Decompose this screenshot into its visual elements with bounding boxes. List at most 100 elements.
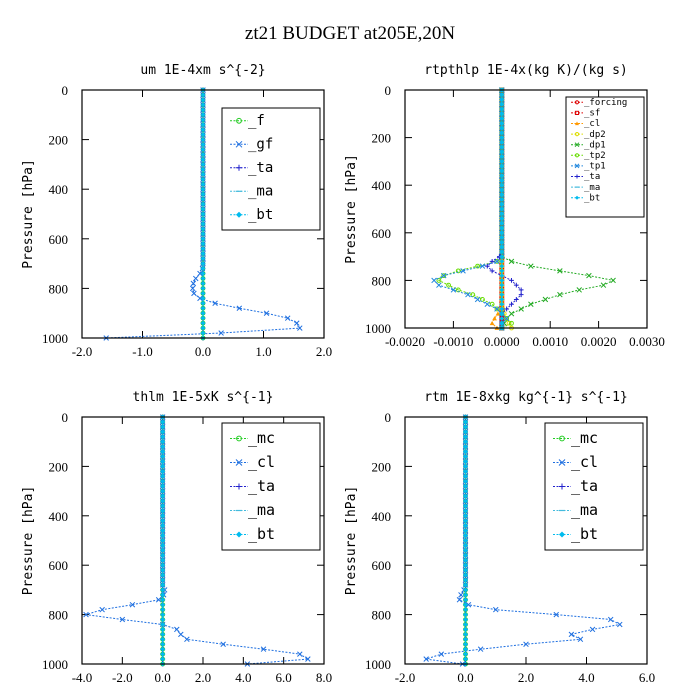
y-axis-label: Pressure [hPa]	[21, 159, 36, 269]
data-point	[499, 163, 505, 169]
data-point	[542, 296, 549, 303]
legend-box	[221, 107, 321, 231]
data-point	[509, 278, 514, 283]
data-point	[297, 325, 303, 331]
legend-marker	[575, 174, 579, 179]
legend-marker	[574, 110, 580, 116]
data-point	[200, 102, 206, 108]
data-point	[513, 297, 519, 302]
data-point	[504, 306, 510, 312]
data-point	[83, 611, 89, 618]
data-point	[160, 528, 166, 534]
legend-label: _bt	[571, 525, 598, 543]
chart-panel-2: rtpthlp 1E-4x(kg K)/(kg s) Pressure [hPa]…	[344, 63, 665, 349]
data-point	[484, 301, 491, 307]
data-point	[200, 290, 206, 296]
data-point	[499, 249, 505, 255]
data-point	[160, 592, 166, 598]
data-point	[463, 498, 468, 504]
data-point	[160, 557, 166, 563]
data-point	[200, 266, 206, 271]
data-point	[463, 646, 468, 652]
data-point	[474, 296, 481, 303]
data-point	[160, 454, 166, 459]
chart-panel-4: rtm 1E-8xkg kg^{-1} s^{-1} Pressure [hPa]…	[344, 390, 655, 685]
data-point	[508, 310, 515, 317]
data-point	[499, 154, 505, 160]
data-point	[589, 626, 596, 633]
data-point	[499, 320, 505, 326]
legend-label: _forcing	[584, 98, 627, 108]
legend-label: _f	[248, 113, 265, 129]
data-point	[160, 617, 166, 622]
data-point	[499, 282, 505, 288]
x-tick-label: 4.0	[235, 670, 251, 685]
data-point	[160, 547, 166, 553]
data-point	[200, 186, 206, 192]
data-point	[463, 533, 468, 538]
x-tick-label: 0.0	[457, 670, 473, 685]
data-point	[200, 241, 206, 247]
data-point	[160, 622, 166, 627]
data-point	[499, 106, 505, 112]
data-point	[463, 587, 468, 593]
data-point	[499, 292, 505, 298]
data-point	[200, 251, 206, 257]
y-tick-label: 200	[49, 133, 69, 148]
data-point	[499, 278, 505, 283]
data-point	[160, 419, 166, 425]
data-point	[160, 656, 166, 662]
data-point	[160, 478, 166, 484]
data-point	[499, 182, 505, 188]
data-point	[499, 287, 505, 293]
data-point	[200, 191, 206, 197]
data-point	[499, 168, 505, 174]
data-point	[212, 300, 218, 307]
data-point	[463, 488, 468, 494]
data-point	[494, 306, 500, 312]
y-tick-label: 1000	[42, 331, 68, 346]
legend-marker	[574, 153, 580, 158]
data-point	[499, 130, 505, 136]
data-point	[200, 216, 206, 222]
data-point	[480, 297, 485, 302]
data-point	[463, 602, 468, 608]
data-point	[200, 107, 206, 113]
data-point	[456, 597, 463, 603]
data-point	[200, 330, 206, 336]
data-point	[499, 273, 505, 279]
data-point	[463, 513, 468, 519]
data-point	[200, 315, 206, 321]
data-point	[557, 291, 563, 298]
data-point	[509, 320, 514, 326]
data-point	[160, 646, 166, 652]
data-point	[463, 459, 468, 464]
data-point	[495, 311, 501, 316]
legend-label: _bt	[248, 525, 275, 543]
plot-frame	[81, 416, 325, 665]
y-tick-label: 800	[372, 273, 392, 288]
data-point	[200, 246, 206, 252]
legend: _mc _cl _ta _ma _bt	[544, 422, 644, 551]
data-point	[160, 459, 166, 464]
data-point	[499, 263, 505, 269]
data-point	[499, 97, 505, 102]
data-point	[160, 577, 166, 583]
data-point	[200, 117, 206, 123]
data-point	[200, 162, 206, 167]
legend-marker	[559, 531, 565, 538]
data-point	[294, 320, 300, 326]
data-point	[160, 572, 166, 578]
legend-marker	[236, 531, 242, 538]
x-tick-label: -2.0	[112, 670, 133, 685]
data-point	[160, 513, 166, 519]
data-point	[576, 287, 582, 293]
data-point	[509, 301, 514, 307]
data-point	[494, 306, 500, 312]
data-point	[160, 488, 166, 494]
x-tick-label: 2.0	[195, 670, 211, 685]
data-point	[489, 258, 495, 264]
x-tick-label: 0.0000	[484, 334, 520, 349]
x-tick-label: 0.0010	[532, 334, 568, 349]
x-tick-label: 2.0	[316, 344, 332, 359]
